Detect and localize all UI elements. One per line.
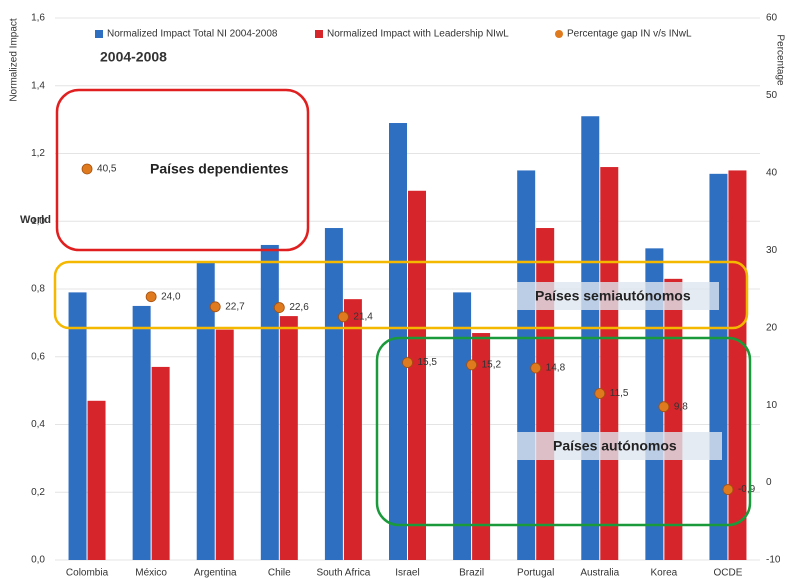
chart-title: 2004-2008 (100, 49, 167, 65)
annotation: Países semiautónomos (535, 288, 691, 304)
y2-tick-label: 20 (766, 322, 778, 333)
y-tick-label: 1,2 (31, 148, 45, 159)
x-tick-label: Portugal (517, 568, 554, 579)
data-label: 11,5 (610, 388, 629, 399)
group-box (53, 260, 749, 330)
x-tick-label: Brazil (459, 568, 484, 579)
y-tick-label: 0,4 (31, 419, 45, 430)
data-label: 22,6 (289, 302, 309, 313)
annotation: Países dependientes (150, 161, 289, 177)
data-label: -0,9 (738, 484, 756, 495)
bar (132, 305, 151, 560)
point (530, 362, 542, 374)
bar (151, 366, 170, 560)
y-tick-label: 0,0 (31, 555, 45, 566)
bar (600, 167, 619, 561)
point (209, 301, 221, 313)
x-tick-label: Australia (580, 568, 619, 579)
bar (324, 228, 343, 560)
band (517, 282, 719, 310)
x-tick-label: Israel (395, 568, 419, 579)
point (145, 291, 157, 303)
point (402, 357, 413, 368)
y2-tick-label: 10 (766, 400, 778, 411)
legend-label: Normalized Impact Total NI 2004-2008 (107, 29, 278, 40)
point (273, 302, 285, 313)
legend-label: Normalized Impact with Leadership NIwL (327, 29, 509, 40)
group-box (375, 336, 752, 527)
bar (453, 292, 472, 560)
legend-label: Percentage gap IN v/s INwL (567, 29, 692, 40)
point (81, 163, 93, 175)
x-tick-label: Korea (651, 568, 678, 579)
y2-tick-label: 50 (766, 90, 778, 101)
bar (728, 170, 747, 560)
plot: 0,0 0,2 0,4 0,6 0,8 1,0 1,2 1,4 1,6 -10 0 10 20 30 40 5… (31, 13, 781, 579)
x-tick-label: Colombia (66, 568, 109, 579)
data-label: 21,4 (353, 312, 373, 323)
bar (664, 278, 683, 560)
bar (517, 170, 536, 560)
annotation: Países autónomos (553, 438, 677, 454)
y-tick-label: 1,6 (31, 13, 45, 24)
y2-tick-label: 60 (766, 13, 778, 24)
bar (389, 123, 407, 560)
bar (279, 316, 298, 560)
y-axis-label: Normalized Impact (9, 18, 20, 102)
point (722, 484, 734, 495)
point (466, 359, 477, 371)
data-label: 9,8 (674, 401, 688, 412)
point (658, 401, 670, 413)
bar (87, 400, 106, 560)
data-label: 15,5 (418, 357, 438, 368)
x-tick-label: OCDE (714, 568, 743, 579)
y-tick-label: 0,6 (31, 351, 45, 362)
legend-swatch (555, 30, 563, 38)
bar (260, 244, 279, 560)
bar (343, 299, 362, 560)
y2-tick-label: 0 (766, 477, 772, 488)
y-tick-label: 1,0 (31, 216, 45, 227)
bar (472, 333, 491, 560)
y2-axis-label: Percentage (774, 34, 785, 86)
bar (68, 292, 87, 560)
point (338, 311, 349, 323)
y-tick-label: 0,8 (31, 284, 45, 295)
point (594, 388, 606, 399)
x-tick-label: Argentina (194, 568, 237, 579)
data-label: 24,0 (161, 291, 181, 302)
x-tick-label: South Africa (316, 568, 370, 579)
group-box (55, 88, 310, 252)
data-label: 22,7 (225, 301, 245, 312)
y-tick-label: 1,4 (31, 80, 45, 91)
bar (408, 190, 426, 560)
y-tick-label: 0,2 (31, 487, 45, 498)
bar (645, 248, 664, 560)
x-tick-label: México (135, 568, 167, 579)
band (517, 432, 722, 460)
bar (196, 261, 215, 560)
bar (709, 173, 728, 560)
data-label: 40,5 (97, 164, 117, 175)
data-label: 15,2 (482, 360, 502, 371)
y2-tick-label: 40 (766, 167, 778, 178)
y2-tick-label: 30 (766, 245, 778, 256)
x-tick-label: Chile (268, 568, 291, 579)
data-label: 14,8 (546, 363, 566, 374)
bar (536, 228, 555, 560)
legend-swatch (95, 30, 103, 38)
annotation: World (20, 214, 51, 226)
y2-tick-label: -10 (766, 555, 781, 566)
legend-swatch (315, 30, 323, 38)
bar (215, 329, 234, 560)
